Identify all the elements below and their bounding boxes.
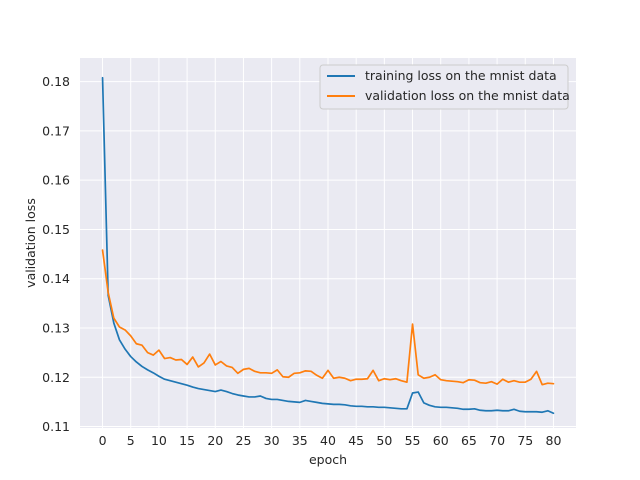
training-loss-line: [101, 76, 555, 415]
x-tick-label: 25: [236, 433, 252, 448]
x-tick-label: 5: [127, 433, 135, 448]
y-tick-label: 0.13: [42, 320, 70, 335]
y-tick-label: 0.11: [42, 419, 70, 434]
x-tick-label: 40: [320, 433, 336, 448]
x-tick-label: 15: [179, 433, 195, 448]
x-tick-label: 0: [99, 433, 107, 448]
y-tick-label: 0.18: [42, 74, 70, 89]
legend-label-training: training loss on the mnist data: [365, 68, 557, 83]
x-axis-label: epoch: [309, 452, 347, 467]
x-tick-label: 35: [292, 433, 308, 448]
y-tick-label: 0.16: [42, 173, 70, 188]
y-tick-label: 0.12: [42, 370, 70, 385]
x-tick-label: 45: [348, 433, 364, 448]
y-tick-label: 0.17: [42, 123, 70, 138]
legend-label-validation: validation loss on the mnist data: [365, 88, 570, 103]
legend: training loss on the mnist data validati…: [319, 64, 570, 110]
x-tick-label: 30: [264, 433, 280, 448]
x-tick-label: 65: [461, 433, 477, 448]
legend-box: [319, 64, 569, 110]
y-tick-label: 0.14: [42, 271, 70, 286]
x-tick-label: 75: [517, 433, 533, 448]
x-tick-label: 60: [433, 433, 449, 448]
x-tick-label: 20: [207, 433, 223, 448]
x-tick-label: 70: [489, 433, 505, 448]
x-tick-labels: 0 5 10 15 20 25 30 35 40 45 50 55 60 65 70 75 80: [99, 433, 562, 448]
series-group: [101, 76, 555, 415]
x-tick-label: 55: [405, 433, 421, 448]
y-axis-label: validation loss: [23, 198, 38, 288]
x-tick-label: 10: [151, 433, 167, 448]
x-tick-label: 80: [546, 433, 562, 448]
validation-loss-line: [101, 249, 555, 386]
y-tick-label: 0.15: [42, 222, 70, 237]
x-tick-label: 50: [376, 433, 392, 448]
y-tick-labels: 0.11 0.12 0.13 0.14 0.15 0.16 0.17 0.18: [42, 74, 70, 434]
grid: [80, 58, 576, 428]
